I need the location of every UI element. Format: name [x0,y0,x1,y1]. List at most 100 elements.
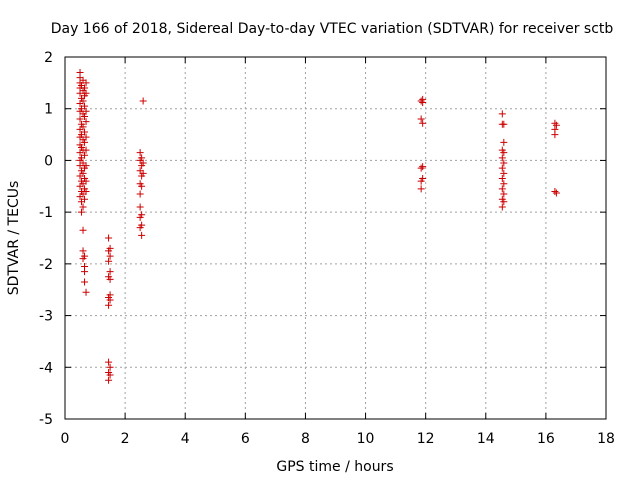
data-point [79,97,87,105]
data-point [417,185,425,193]
data-point [498,110,506,118]
data-point [81,102,89,110]
data-point [500,138,508,146]
y-tick-label: -4 [39,360,53,376]
y-tick-label: 2 [44,50,53,66]
data-point [417,97,425,105]
data-point [106,371,114,379]
ticks-layer [64,56,607,420]
data-point [81,128,89,136]
data-point [551,187,559,195]
data-point [500,169,508,177]
data-point [500,159,508,167]
data-point [498,185,506,193]
data-point [500,180,508,188]
data-point [498,154,506,162]
data-point [417,164,425,172]
data-point [139,97,147,105]
data-point [139,169,147,177]
y-tick-label: 1 [44,102,53,118]
data-point [82,162,90,170]
data-point [79,123,87,131]
data-point [500,198,508,206]
data-point [81,138,89,146]
data-point [500,149,508,157]
data-point [138,221,146,229]
data-point [81,84,89,92]
data-point [498,164,506,172]
x-tick-label: 0 [61,431,70,447]
x-tick-label: 10 [357,431,375,447]
data-point [79,226,87,234]
data-point [81,112,89,120]
data-point [81,195,89,203]
y-tick-label: -3 [39,309,53,325]
data-point [79,169,87,177]
y-tick-label: 0 [44,153,53,169]
data-point [82,133,90,141]
x-tick-label: 16 [537,431,555,447]
data-point [500,190,508,198]
x-tick-label: 12 [417,431,435,447]
data-point [138,154,146,162]
data-point [551,131,559,139]
y-tick-label: -5 [39,412,53,428]
x-tick-label: 2 [121,431,130,447]
data-point [79,247,87,255]
x-tick-label: 18 [597,431,615,447]
data-point [136,190,144,198]
data-point [106,363,114,371]
data-point [82,187,90,195]
data-point [82,288,90,296]
y-tick-label: -1 [39,205,53,221]
data-point [139,159,147,167]
data-point [136,203,144,211]
data-point [106,244,114,252]
data-point [82,79,90,87]
data-point [419,175,427,183]
data-point [500,120,508,128]
data-point [419,119,427,127]
data-point [552,121,560,129]
data-point [105,257,113,265]
points-layer [76,69,560,384]
data-point [105,301,113,309]
x-tick-label: 14 [477,431,495,447]
data-point [552,189,560,197]
data-point [81,151,89,159]
data-point [76,115,84,123]
plot-frame [64,56,607,420]
x-tick-label: 6 [241,431,250,447]
data-point [82,89,90,97]
data-point [498,203,506,211]
data-point [136,149,144,157]
data-point [106,268,114,276]
data-point [81,278,89,286]
data-point [419,99,427,107]
data-point [138,211,146,219]
data-point [419,163,427,171]
x-tick-label: 4 [181,431,190,447]
data-point [105,358,113,366]
data-point [106,275,114,283]
data-point [81,252,89,260]
x-axis-label: GPS time / hours [276,459,393,475]
data-point [138,182,146,190]
data-point [106,296,114,304]
data-point [105,234,113,242]
grid-layer [65,57,606,419]
y-axis-label: SDTVAR / TECUs [6,181,22,296]
data-point [417,115,425,123]
data-point [82,177,90,185]
data-point [138,231,146,239]
data-point [105,376,113,384]
data-point [82,118,90,126]
data-point [498,175,506,183]
data-point [81,268,89,276]
y-tick-label: -2 [39,257,53,273]
data-point [79,203,87,211]
data-point [106,252,114,260]
chart-title: Day 166 of 2018, Sidereal Day-to-day VTE… [51,21,614,37]
